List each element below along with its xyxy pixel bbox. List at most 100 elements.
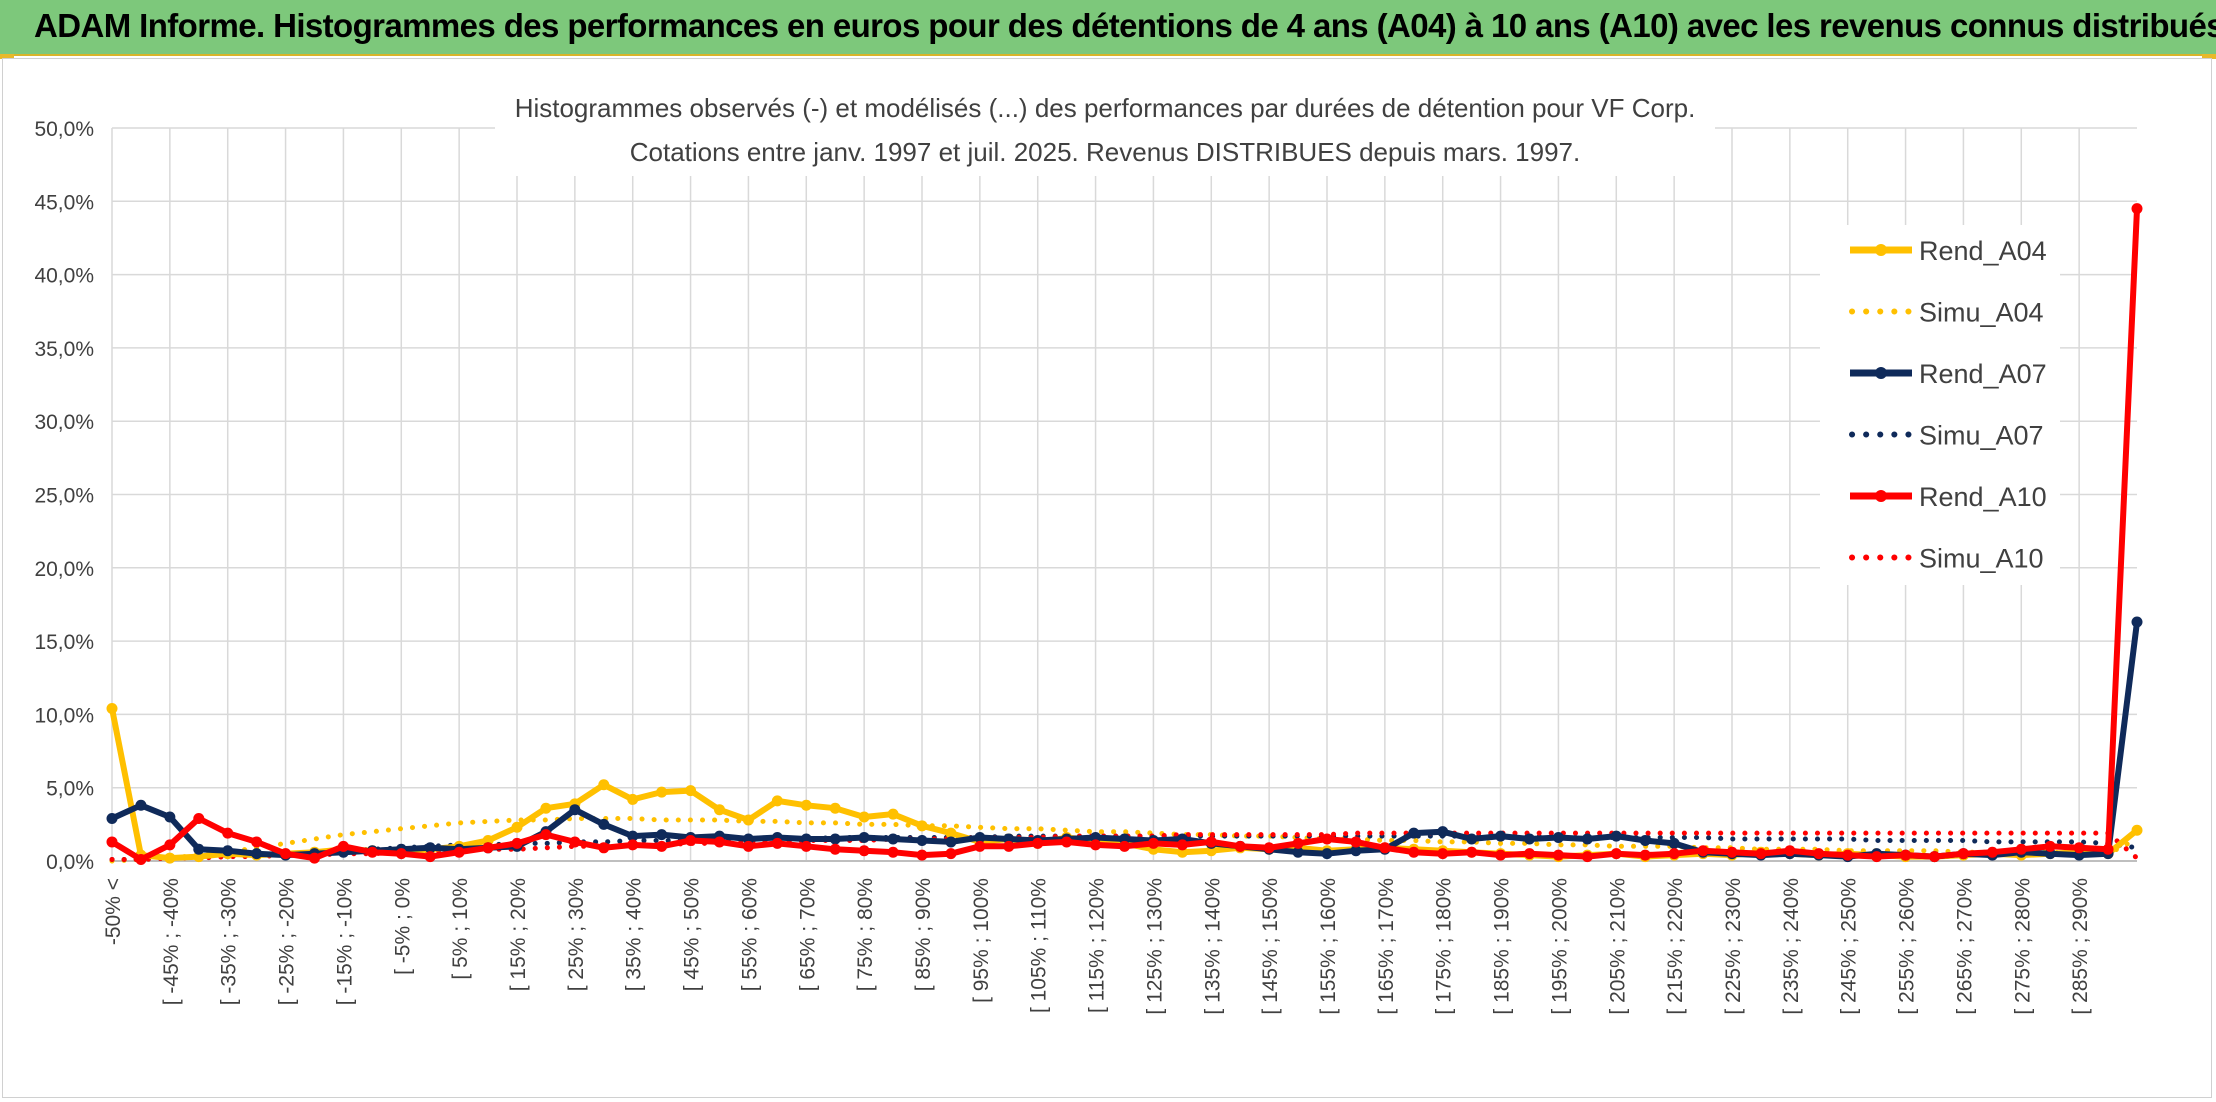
x-tick-label: [ 245% ; 250% (1838, 878, 1861, 1015)
x-tick-label: [ -25% ; -20% (276, 878, 299, 1005)
chart-title-background (495, 84, 1715, 176)
data-point (945, 848, 957, 860)
data-point (1524, 833, 1535, 845)
legend: Rend_A04 Simu_A04 Rend_A07 Simu_A07 Rend_A10… (1820, 225, 2060, 585)
data-point (1581, 851, 1593, 863)
data-point (2073, 842, 2085, 854)
data-point (1900, 849, 1912, 861)
data-point (685, 785, 697, 797)
data-point (771, 837, 783, 849)
x-tick-label: [ -35% ; -30% (218, 878, 241, 1005)
data-point (800, 840, 812, 852)
data-point (1581, 833, 1593, 845)
data-point (106, 836, 118, 848)
series-group (106, 203, 2143, 866)
data-point (974, 832, 986, 844)
data-point (453, 846, 465, 858)
y-tick-label: 35,0% (34, 338, 94, 361)
data-point (1639, 834, 1651, 846)
data-point (1552, 832, 1564, 844)
corner-accent-left (0, 54, 14, 59)
x-tick-label: [ 255% ; 260% (1896, 878, 1919, 1015)
data-point (2131, 616, 2143, 628)
data-point (2015, 843, 2027, 855)
data-point (1668, 837, 1680, 849)
data-point (222, 845, 234, 857)
data-point (1524, 848, 1535, 860)
x-tick-label: [ 65% ; 70% (796, 878, 819, 991)
data-point (1003, 840, 1015, 852)
data-point (222, 827, 234, 839)
data-point (424, 842, 436, 854)
data-point (1726, 846, 1738, 858)
x-tick-label: [ 275% ; 280% (2011, 878, 2034, 1015)
data-point (1639, 849, 1651, 861)
y-tick-label: 15,0% (34, 631, 94, 654)
data-point (482, 842, 494, 854)
data-point (916, 849, 928, 861)
x-tick-label: [ 265% ; 270% (1953, 878, 1976, 1015)
x-tick-label: [ 165% ; 170% (1375, 878, 1398, 1015)
y-tick-label: 5,0% (46, 778, 94, 801)
data-point (135, 854, 147, 866)
data-point (106, 703, 118, 715)
data-point (771, 795, 783, 807)
data-point (800, 799, 812, 811)
legend-marker (1875, 490, 1887, 502)
y-tick-label: 50,0% (34, 118, 94, 141)
data-point (1032, 837, 1044, 849)
data-point (1176, 839, 1188, 851)
x-tick-label: [ -5% ; 0% (391, 878, 414, 975)
grid (111, 127, 2137, 862)
x-tick-label: [ -15% ; -10% (333, 878, 356, 1005)
data-point (1957, 848, 1969, 860)
data-point (598, 842, 610, 854)
data-point (1090, 839, 1102, 851)
x-tick-label: [ 215% ; 220% (1664, 878, 1687, 1015)
header-banner: ADAM Informe. Histogrammes des performan… (0, 0, 2216, 56)
data-point (193, 812, 205, 824)
data-point (106, 812, 118, 824)
x-tick-label: [ 115% ; 120% (1086, 878, 1109, 1013)
data-point (1495, 830, 1507, 842)
data-point (1119, 840, 1130, 852)
data-point (858, 832, 870, 844)
chart-title: Histogrammes observés (-) et modélisés (… (495, 84, 1715, 176)
data-point (656, 840, 668, 852)
chart-frame (2, 58, 2212, 1098)
data-point (829, 833, 841, 845)
y-tick-label: 45,0% (34, 191, 94, 214)
legend-label: Simu_A04 (1919, 298, 2044, 328)
data-point (1552, 849, 1564, 861)
y-tick-label: 30,0% (34, 411, 94, 434)
series-line (110, 621, 2140, 860)
data-point (742, 840, 754, 852)
y-tick-label: 0,0% (46, 851, 94, 874)
data-point (366, 846, 378, 858)
data-point (164, 852, 176, 864)
chart-title-line-1: Histogrammes observés (-) et modélisés (… (515, 93, 1696, 123)
data-point (916, 820, 928, 832)
legend-background (1820, 225, 2060, 585)
data-point (1350, 836, 1362, 848)
x-tick-label: [ 55% ; 60% (738, 878, 761, 991)
data-point (2131, 824, 2143, 836)
data-point (424, 851, 436, 863)
data-point (1321, 848, 1333, 860)
data-point (309, 852, 320, 864)
data-point (164, 811, 176, 823)
data-point (858, 845, 870, 857)
data-point (1437, 848, 1449, 860)
data-point (1292, 846, 1304, 858)
data-point (1437, 826, 1449, 838)
data-point (945, 836, 957, 848)
data-point (251, 848, 263, 860)
data-point (1466, 846, 1478, 858)
x-tick-label: [ 285% ; 290% (2069, 878, 2092, 1015)
series-simu-a04 (109, 816, 2140, 864)
x-tick-label: [ 145% ; 150% (1259, 878, 1282, 1015)
data-point (714, 804, 725, 816)
legend-label: Rend_A07 (1919, 359, 2047, 389)
data-point (742, 814, 754, 826)
